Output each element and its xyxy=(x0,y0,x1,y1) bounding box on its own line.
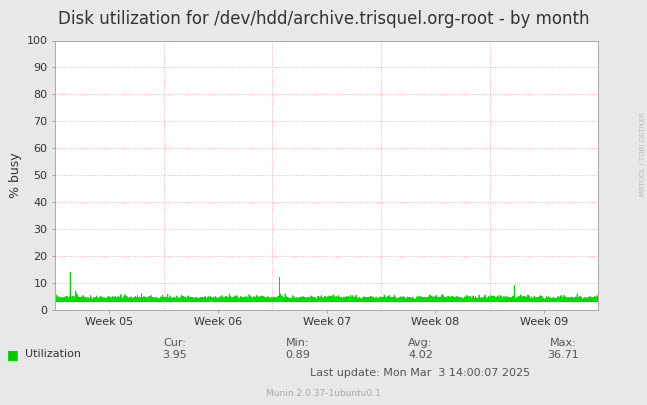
Text: Disk utilization for /dev/hdd/archive.trisquel.org-root - by month: Disk utilization for /dev/hdd/archive.tr… xyxy=(58,10,589,28)
Text: Last update: Mon Mar  3 14:00:07 2025: Last update: Mon Mar 3 14:00:07 2025 xyxy=(311,368,531,378)
Text: 0.89: 0.89 xyxy=(285,350,310,360)
Text: 3.95: 3.95 xyxy=(162,350,187,360)
Text: Avg:: Avg: xyxy=(408,338,433,348)
Y-axis label: % busy: % busy xyxy=(9,152,22,198)
Text: 4.02: 4.02 xyxy=(408,350,433,360)
Text: Utilization: Utilization xyxy=(25,350,81,359)
Text: 36.71: 36.71 xyxy=(547,350,579,360)
Text: MRTOOL / TOBI OETIKER: MRTOOL / TOBI OETIKER xyxy=(640,112,646,196)
Text: Min:: Min: xyxy=(286,338,309,348)
Text: Munin 2.0.37-1ubuntu0.1: Munin 2.0.37-1ubuntu0.1 xyxy=(266,389,381,398)
Text: Cur:: Cur: xyxy=(163,338,186,348)
Text: Max:: Max: xyxy=(549,338,576,348)
Text: ■: ■ xyxy=(6,348,18,361)
